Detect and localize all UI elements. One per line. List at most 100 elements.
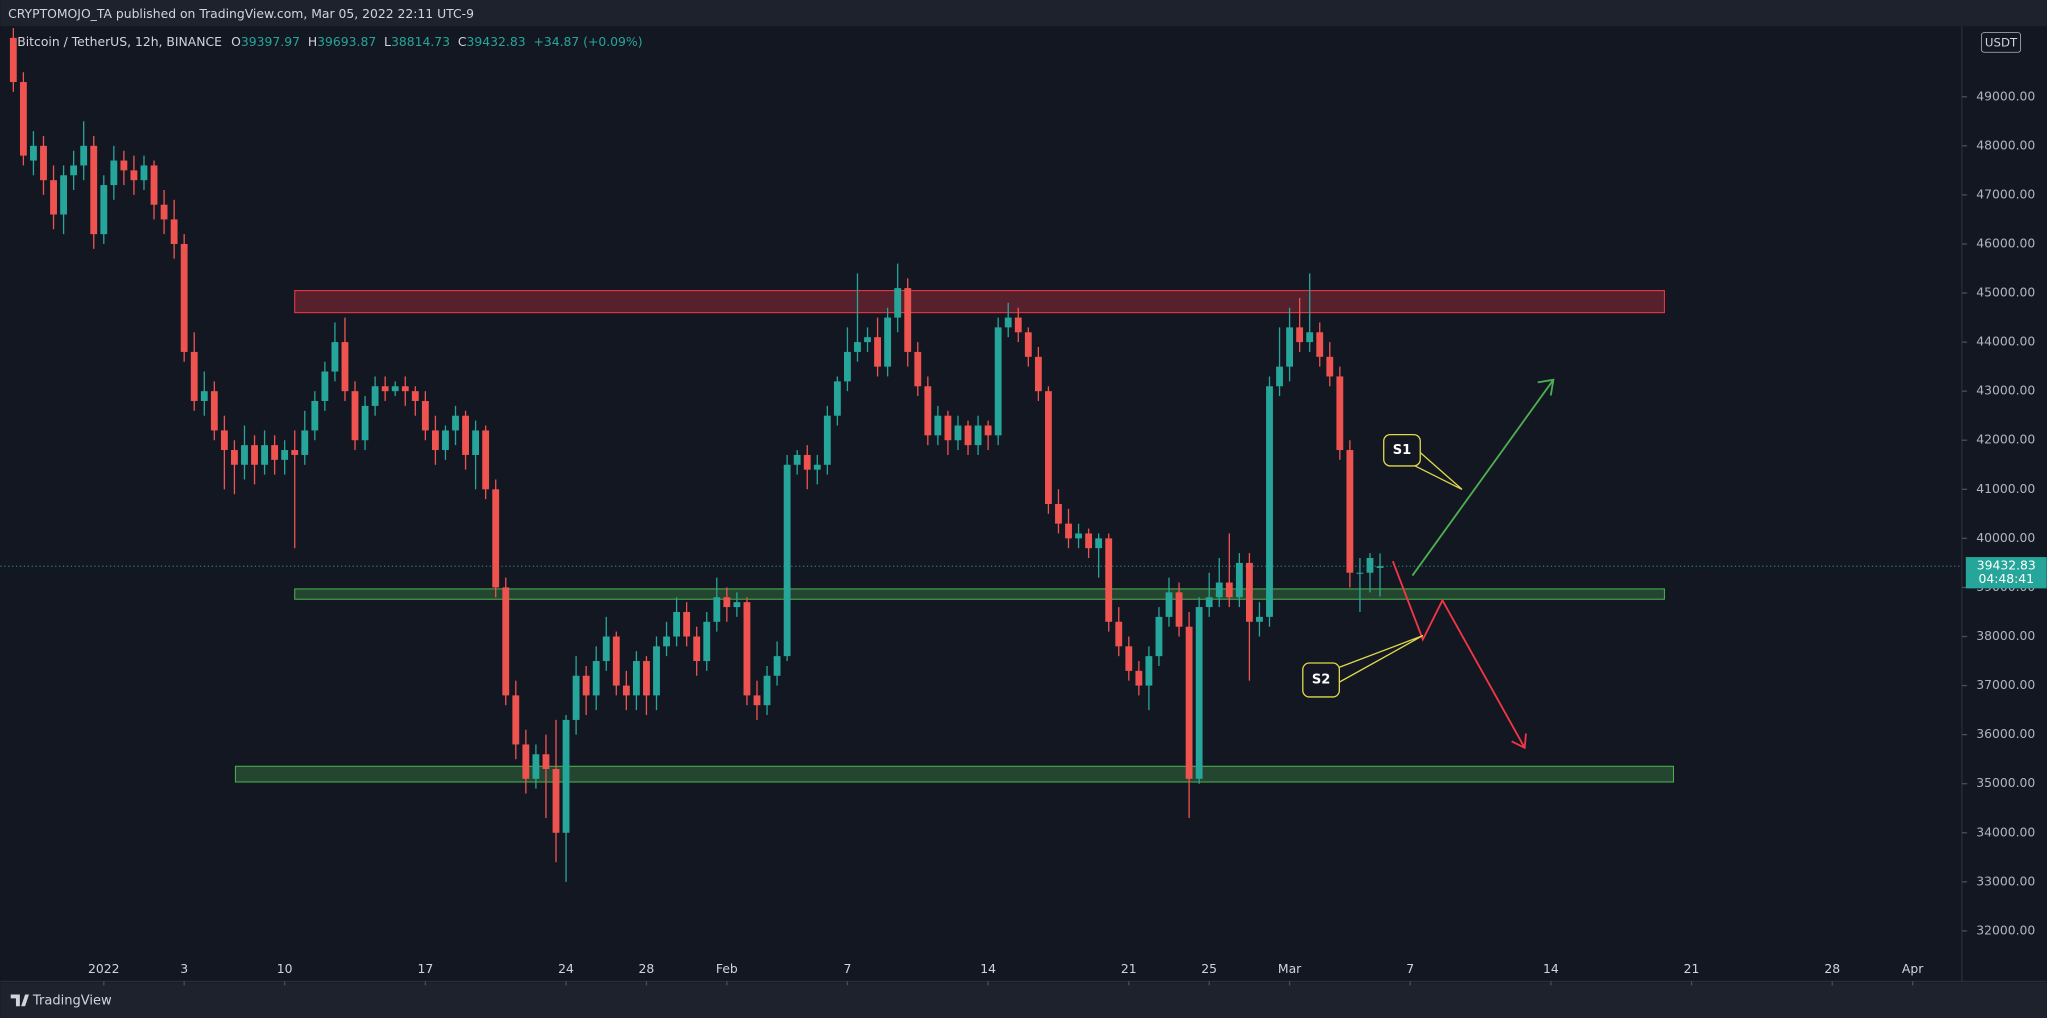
y-tick-label: 36000.00 bbox=[1976, 726, 2035, 741]
y-tick-label: 33000.00 bbox=[1976, 873, 2035, 888]
candle-body bbox=[1346, 450, 1354, 573]
candle-body bbox=[582, 675, 590, 696]
x-tick-label: 17 bbox=[417, 961, 433, 976]
change: +34.87 (+0.09%) bbox=[533, 33, 642, 48]
candle-body bbox=[723, 597, 731, 608]
candle-body bbox=[291, 450, 299, 455]
candle-body bbox=[1075, 533, 1082, 539]
annotation: S1 bbox=[1393, 443, 1411, 458]
candle-body bbox=[351, 391, 359, 441]
candle-body bbox=[1306, 332, 1314, 343]
candle-body bbox=[1296, 327, 1304, 343]
symbol: Bitcoin / TetherUS, 12h, BINANCE bbox=[17, 33, 222, 48]
y-tick-label: 32000.00 bbox=[1976, 922, 2035, 937]
candle-body bbox=[632, 661, 640, 696]
candle-body bbox=[1195, 607, 1203, 779]
ohlc-label: H bbox=[308, 33, 317, 48]
candle-body bbox=[612, 636, 620, 686]
candle-body bbox=[743, 602, 751, 696]
currency-box bbox=[1981, 32, 2022, 53]
candle-body bbox=[994, 327, 1002, 436]
candle-body bbox=[934, 415, 942, 436]
brand: TradingView bbox=[32, 994, 112, 1009]
candle-body bbox=[452, 415, 459, 431]
candle-body bbox=[472, 430, 480, 455]
y-tick-label: 35000.00 bbox=[1976, 775, 2035, 790]
candle-body bbox=[130, 170, 138, 181]
candle-body bbox=[1256, 616, 1263, 622]
candle-body bbox=[1376, 566, 1384, 568]
candle-body bbox=[1266, 386, 1273, 617]
bearish-arrow bbox=[1391, 560, 1527, 750]
candle-body bbox=[1235, 562, 1243, 598]
s1-pointer bbox=[1409, 449, 1463, 491]
candle-body bbox=[190, 351, 198, 401]
candle-body bbox=[854, 342, 861, 352]
candle-body bbox=[1024, 332, 1032, 357]
x-tick-label: 10 bbox=[277, 961, 293, 976]
candle-body bbox=[763, 675, 771, 706]
candle-body bbox=[1185, 626, 1193, 779]
ohlc-label: O bbox=[231, 33, 241, 48]
price-label-box bbox=[1965, 557, 2047, 589]
candle-body bbox=[1125, 646, 1133, 671]
annotation: S2 bbox=[1312, 672, 1330, 687]
x-tick-label: Feb bbox=[716, 961, 738, 976]
candle-body bbox=[251, 445, 258, 465]
candle-body bbox=[301, 430, 309, 455]
x-tick-label: Mar bbox=[1278, 961, 1302, 976]
candle-body bbox=[1044, 391, 1052, 505]
candle-body bbox=[773, 656, 781, 676]
candle-body bbox=[1115, 621, 1123, 647]
candle-body bbox=[40, 145, 47, 181]
candle-body bbox=[321, 371, 329, 401]
candle-body bbox=[411, 391, 419, 401]
candle-body bbox=[140, 165, 148, 181]
candle-body bbox=[874, 337, 881, 367]
candle-body bbox=[1095, 538, 1103, 549]
s2-box bbox=[1302, 662, 1340, 698]
candle-body bbox=[150, 165, 158, 205]
candle-body bbox=[9, 37, 17, 83]
y-tick-label: 47000.00 bbox=[1976, 186, 2035, 201]
candle-body bbox=[813, 464, 821, 470]
x-tick-label: 14 bbox=[1543, 961, 1559, 976]
x-tick-label: 21 bbox=[1684, 961, 1700, 976]
countdown: 04:48:41 bbox=[1978, 571, 2034, 586]
candle-body bbox=[1145, 656, 1153, 686]
candle-body bbox=[482, 430, 490, 490]
x-tick-label: 21 bbox=[1121, 961, 1137, 976]
candle-body bbox=[542, 754, 550, 769]
candle-body bbox=[220, 430, 228, 451]
candle-body bbox=[793, 454, 801, 465]
y-tick-label: 34000.00 bbox=[1976, 824, 2035, 839]
ohlc-value: 38814.73 bbox=[391, 33, 450, 48]
candle-body bbox=[532, 754, 540, 779]
candle-body bbox=[713, 597, 721, 622]
candle-body bbox=[914, 351, 922, 387]
x-tick-label: 7 bbox=[1406, 961, 1414, 976]
candle-body bbox=[90, 145, 98, 235]
candle-body bbox=[1065, 523, 1072, 539]
y-tick-label: 49000.00 bbox=[1976, 88, 2035, 103]
x-tick-label: 3 bbox=[180, 961, 188, 976]
candle-body bbox=[643, 661, 650, 696]
candle-body bbox=[924, 386, 932, 436]
plot bbox=[0, 28, 1962, 882]
currency: USDT bbox=[1985, 36, 2018, 50]
s1-box bbox=[1383, 433, 1421, 467]
candle-body bbox=[753, 695, 761, 706]
ohlc-value: 39397.97 bbox=[241, 33, 300, 48]
y-tick-label: 44000.00 bbox=[1976, 334, 2035, 349]
candle-body bbox=[562, 719, 570, 833]
candle-body bbox=[944, 415, 952, 441]
candle-body bbox=[442, 430, 449, 451]
candle-body bbox=[864, 337, 871, 343]
candle-body bbox=[783, 464, 791, 657]
candle-body bbox=[602, 636, 610, 662]
candle-body bbox=[693, 636, 701, 662]
candle-body bbox=[683, 611, 691, 637]
candle-body bbox=[1014, 317, 1022, 333]
candle-body bbox=[904, 288, 912, 352]
